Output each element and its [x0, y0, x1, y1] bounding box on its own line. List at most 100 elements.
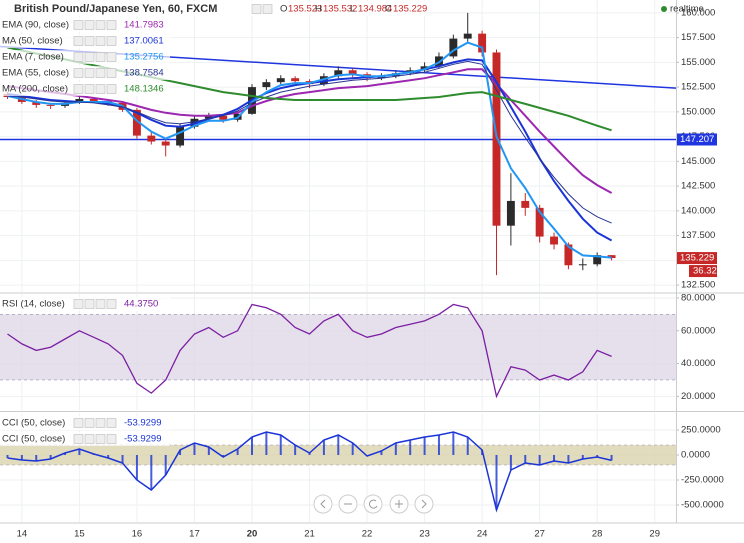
legend-button — [106, 52, 117, 62]
legend-name: EMA (7, close) — [2, 52, 64, 63]
x-tick-label: 16 — [132, 529, 143, 540]
candle-body — [593, 255, 602, 265]
legend-name: MA (50, close) — [2, 36, 63, 47]
series-line — [7, 41, 612, 259]
candle-body — [32, 101, 41, 105]
legend-button — [106, 68, 117, 78]
x-tick-label: 17 — [189, 529, 200, 540]
legend-button — [95, 299, 106, 309]
y-tick-label: 160.000 — [681, 7, 715, 18]
legend-value: -53.9299 — [124, 418, 162, 429]
y-tick-label: 152.500 — [681, 82, 715, 93]
x-tick-label: 21 — [304, 529, 315, 540]
y-tick-label: -500.0000 — [681, 500, 724, 511]
labels: 160.000157.500155.000152.500150.000147.5… — [0, 1, 724, 540]
candle-body — [334, 70, 343, 77]
x-tick-label: 15 — [74, 529, 85, 540]
x-tick-label: 14 — [17, 529, 28, 540]
y-tick-label: 20.0000 — [681, 391, 715, 402]
legend-name: CCI (50, close) — [2, 434, 65, 445]
candle-body — [219, 115, 228, 120]
candle-body — [161, 141, 170, 146]
candle-body — [132, 109, 141, 136]
panel — [0, 431, 676, 513]
candle-body — [147, 135, 156, 142]
legend-button — [95, 418, 106, 428]
legend-button — [95, 20, 106, 30]
legend-value: 148.1346 — [124, 84, 164, 95]
x-tick-label: 24 — [477, 529, 488, 540]
legend-button — [73, 84, 84, 94]
legend-button — [73, 299, 84, 309]
legend-value: 138.7584 — [124, 68, 164, 79]
legend-button — [106, 36, 117, 46]
y-tick-label: -250.0000 — [681, 475, 724, 486]
legend-button — [95, 36, 106, 46]
scroll-right-button[interactable] — [414, 494, 434, 514]
title-bg — [0, 1, 425, 16]
legend-button — [95, 68, 106, 78]
candle-body — [535, 207, 544, 237]
icon — [421, 499, 427, 509]
legend-button — [84, 434, 95, 444]
legend-button — [73, 68, 84, 78]
y-tick-label: 250.0000 — [681, 425, 721, 436]
y-tick-label: 40.0000 — [681, 358, 715, 369]
icon — [369, 499, 378, 509]
reset-button[interactable] — [363, 494, 383, 514]
status-dot — [661, 6, 667, 12]
legend-name: EMA (55, close) — [2, 68, 69, 79]
candle-body — [449, 38, 458, 57]
x-tick-label: 22 — [362, 529, 373, 540]
legend-button — [251, 4, 262, 14]
candle-body — [492, 52, 501, 226]
legend-button — [106, 20, 117, 30]
status: realtime — [670, 4, 704, 15]
legend-button — [73, 52, 84, 62]
legend-button — [84, 418, 95, 428]
band — [0, 314, 676, 380]
candle-body — [276, 78, 285, 83]
candle-body — [204, 115, 213, 119]
y-tick-label: 60.0000 — [681, 325, 715, 336]
ohlc-key: H — [315, 4, 322, 15]
legend-button — [73, 418, 84, 428]
candle-body — [46, 104, 55, 106]
series-line — [7, 60, 612, 224]
legend-button — [84, 84, 95, 94]
candle-body — [89, 98, 98, 101]
legend-button — [73, 20, 84, 30]
candle-body — [75, 98, 84, 103]
y-tick-label: 80.0000 — [681, 292, 715, 303]
scroll-left-button[interactable] — [313, 494, 333, 514]
y-tick-label: 142.500 — [681, 181, 715, 192]
legend-name: EMA (90, close) — [2, 20, 69, 31]
legend-name: RSI (14, close) — [2, 299, 65, 310]
price-label: 147.207 — [680, 134, 714, 145]
candle-body — [521, 200, 530, 208]
legend-button — [95, 52, 106, 62]
x-tick-label: 27 — [534, 529, 545, 540]
icon — [395, 500, 403, 508]
ohlc-value: 135.532 — [323, 4, 357, 15]
countdown-label: 36.32 — [693, 266, 717, 277]
legend-value: 141.7983 — [124, 20, 164, 31]
legend-button — [95, 84, 106, 94]
ohlc-value: 135.229 — [393, 4, 427, 15]
candle-body — [262, 82, 271, 88]
navigation-buttons — [313, 494, 434, 514]
countdown-box — [689, 265, 717, 278]
candle-body — [550, 236, 558, 245]
legend-button — [84, 52, 95, 62]
last-price-label: 135.229 — [680, 253, 714, 264]
candle-body — [578, 264, 587, 266]
candle-body — [348, 70, 357, 75]
price-label-box — [677, 133, 717, 146]
y-tick-label: 132.500 — [681, 280, 715, 291]
y-tick-label: 137.500 — [681, 230, 715, 241]
panel — [0, 303, 676, 399]
y-tick-label: 150.000 — [681, 106, 715, 117]
legend-value: -53.9299 — [124, 434, 162, 445]
candle-body — [377, 76, 386, 79]
